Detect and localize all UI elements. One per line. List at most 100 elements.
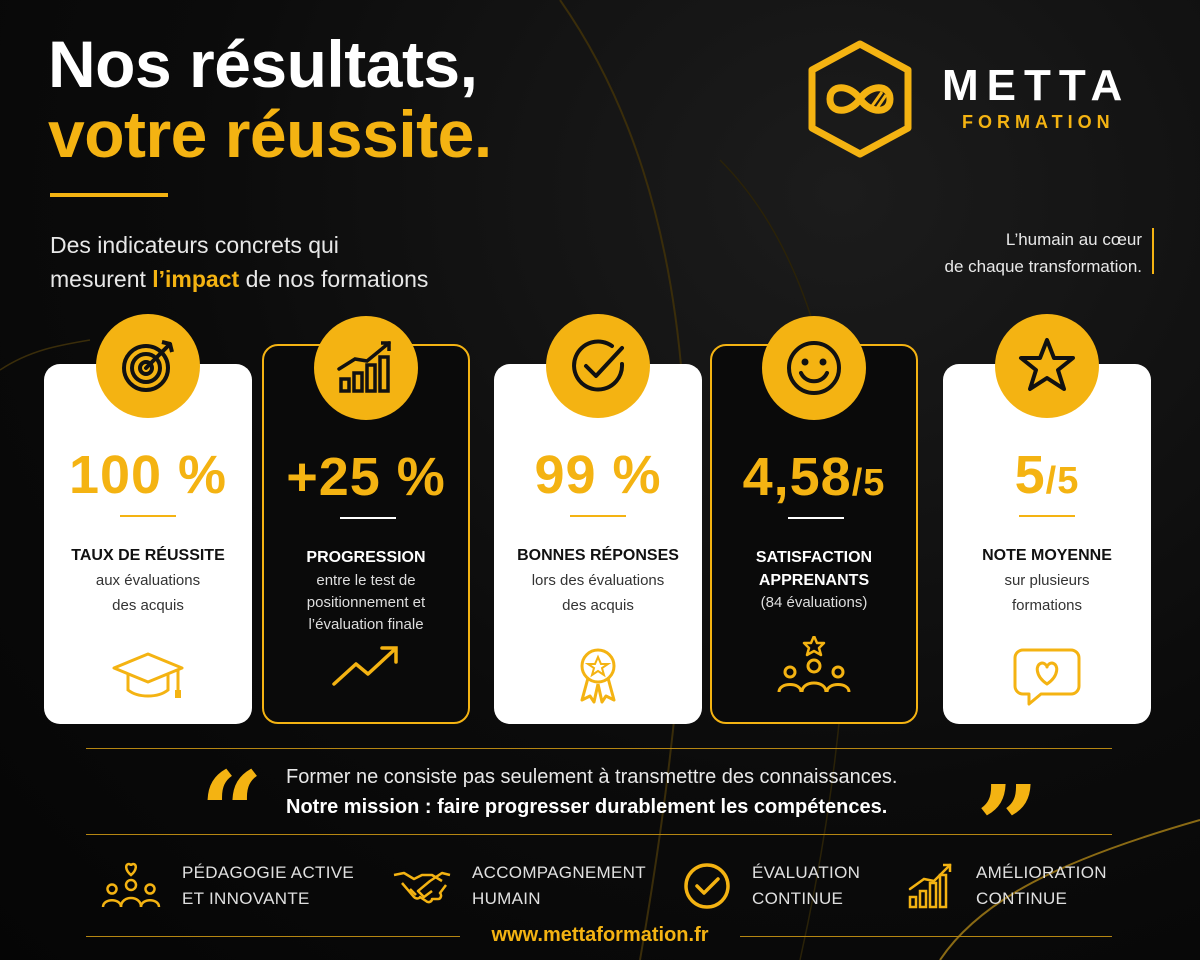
value-accompaniment: ACCOMPAGNEMENT HUMAIN [392, 860, 646, 912]
value-line: CONTINUE [752, 889, 844, 908]
subtitle: Des indicateurs concrets qui mesurent l’… [50, 228, 428, 296]
heart-chat-icon [1013, 648, 1081, 706]
value-evaluation: ÉVALUATION CONTINUE [682, 860, 860, 912]
stat-main: 4,58 [742, 447, 852, 507]
title-line-1: Nos résultats, [48, 27, 478, 101]
graduation-cap-icon [112, 652, 184, 698]
team-star-icon [777, 636, 851, 693]
card-description: aux évaluations des acquis [56, 568, 240, 618]
footer-line-left [86, 936, 460, 937]
stat-value: 5/5 [943, 444, 1151, 506]
card-divider [788, 517, 844, 519]
desc-line: positionnement et [306, 594, 426, 611]
stat-value: +25 % [286, 447, 446, 507]
value-line: PÉDAGOGIE ACTIVE [182, 863, 355, 882]
badge [546, 314, 650, 418]
desc-line: aux évaluations [95, 572, 201, 589]
card-title: BONNES RÉPONSES [517, 547, 679, 564]
value-line: HUMAIN [472, 889, 541, 908]
card-description: sur plusieurs formations [955, 568, 1139, 618]
people-heart-icon [101, 862, 161, 908]
card-divider [1019, 515, 1075, 517]
brand-sub: FORMATION [962, 112, 1115, 132]
quote-line-2: Notre mission : faire progresser durable… [286, 796, 888, 818]
stat-value: 100 % [68, 445, 228, 505]
value-line: ET INNOVANTE [182, 889, 310, 908]
check-circle-icon [572, 339, 625, 392]
card-divider [340, 517, 396, 519]
value-label: PÉDAGOGIE ACTIVE ET INNOVANTE [182, 860, 354, 912]
footer-line-right [740, 936, 1112, 937]
tagline: L’humain au cœur de chaque transformatio… [944, 226, 1142, 280]
badge [762, 316, 866, 420]
card-description: (84 évaluations) [724, 592, 904, 614]
card-title: TAUX DE RÉUSSITE [71, 547, 225, 564]
desc-line: (84 évaluations) [760, 594, 868, 611]
value-pedagogy: PÉDAGOGIE ACTIVE ET INNOVANTE [100, 860, 354, 912]
badge [96, 314, 200, 418]
desc-line: entre le test de [316, 572, 416, 589]
card-title: SATISFACTION APPRENANTS [720, 546, 908, 592]
desc-line: l’évaluation finale [308, 616, 424, 633]
subtitle-line-2: mesurent l’impact de nos formations [50, 262, 428, 296]
badge [995, 314, 1099, 418]
card-description: entre le test de positionnement et l’éva… [276, 570, 456, 636]
title-line: SATISFACTION [755, 549, 873, 566]
subtitle-pre: mesurent [50, 266, 153, 292]
check-circle-icon [684, 863, 730, 909]
tagline-bar [1152, 228, 1154, 274]
website-link[interactable]: www.mettaformation.fr [491, 924, 709, 946]
stat-card-progression: +25 % PROGRESSION entre le test de posit… [262, 316, 470, 724]
title-line-2: votre réussite. [48, 97, 492, 171]
stat-value: 4,58/5 [712, 446, 916, 508]
stat-card-good-answers: 99 % BONNES RÉPONSES lors des évaluation… [494, 314, 702, 724]
target-icon [122, 340, 174, 392]
value-line: AMÉLIORATION [976, 863, 1107, 882]
quote-bottom-line [86, 834, 1112, 835]
value-improvement: AMÉLIORATION CONTINUE [906, 860, 1107, 912]
close-quote-mark: ” [976, 761, 1040, 890]
quote-line-1: Former ne consiste pas seulement à trans… [286, 766, 898, 788]
tagline-line-1: L’humain au cœur [1005, 230, 1142, 249]
card-divider [120, 515, 176, 517]
growth-chart-icon [908, 863, 952, 909]
tagline-line-2: de chaque transformation. [944, 257, 1142, 276]
infinity-logo-icon [808, 40, 912, 158]
trend-up-arrow-icon [332, 646, 398, 686]
desc-line: formations [1011, 597, 1083, 614]
smiley-icon [787, 341, 841, 395]
stat-suffix: /5 [851, 462, 886, 504]
stat-card-satisfaction: 4,58/5 SATISFACTION APPRENANTS (84 évalu… [710, 316, 918, 724]
subtitle-highlight: l’impact [152, 266, 240, 292]
bar-chart-growth-icon [337, 341, 391, 393]
stat-card-average-rating: 5/5 NOTE MOYENNE sur plusieurs formation… [943, 314, 1151, 724]
star-icon [1019, 338, 1075, 391]
stat-card-success-rate: 100 % TAUX DE RÉUSSITE aux évaluations d… [44, 314, 252, 724]
desc-line: lors des évaluations [531, 572, 665, 589]
value-line: CONTINUE [976, 889, 1068, 908]
stat-value: 99 % [534, 445, 662, 505]
open-quote-mark: “ [200, 747, 264, 876]
quote-top-line [86, 748, 1112, 749]
page-title: Nos résultats, votre réussite. [48, 30, 492, 170]
value-line: ACCOMPAGNEMENT [472, 863, 646, 882]
stat-main: 5 [1014, 445, 1046, 505]
card-title: PROGRESSION [306, 549, 426, 566]
title-line: APPRENANTS [758, 572, 870, 589]
card-divider [570, 515, 626, 517]
brand: METTA FORMATION [942, 62, 1130, 134]
value-label: ÉVALUATION CONTINUE [752, 860, 860, 912]
value-line: ÉVALUATION [752, 863, 861, 882]
award-ribbon-icon [580, 648, 616, 704]
card-description: lors des évaluations des acquis [506, 568, 690, 618]
desc-line: des acquis [562, 597, 634, 614]
brand-name: METTA [942, 61, 1131, 110]
desc-line: des acquis [112, 597, 184, 614]
value-label: ACCOMPAGNEMENT HUMAIN [472, 860, 646, 912]
value-label: AMÉLIORATION CONTINUE [976, 860, 1107, 912]
title-underline [50, 193, 168, 197]
desc-line: sur plusieurs [1004, 572, 1090, 589]
card-title: NOTE MOYENNE [982, 547, 1112, 564]
subtitle-post: de nos formations [239, 266, 429, 292]
quote: Former ne consiste pas seulement à trans… [286, 762, 897, 822]
